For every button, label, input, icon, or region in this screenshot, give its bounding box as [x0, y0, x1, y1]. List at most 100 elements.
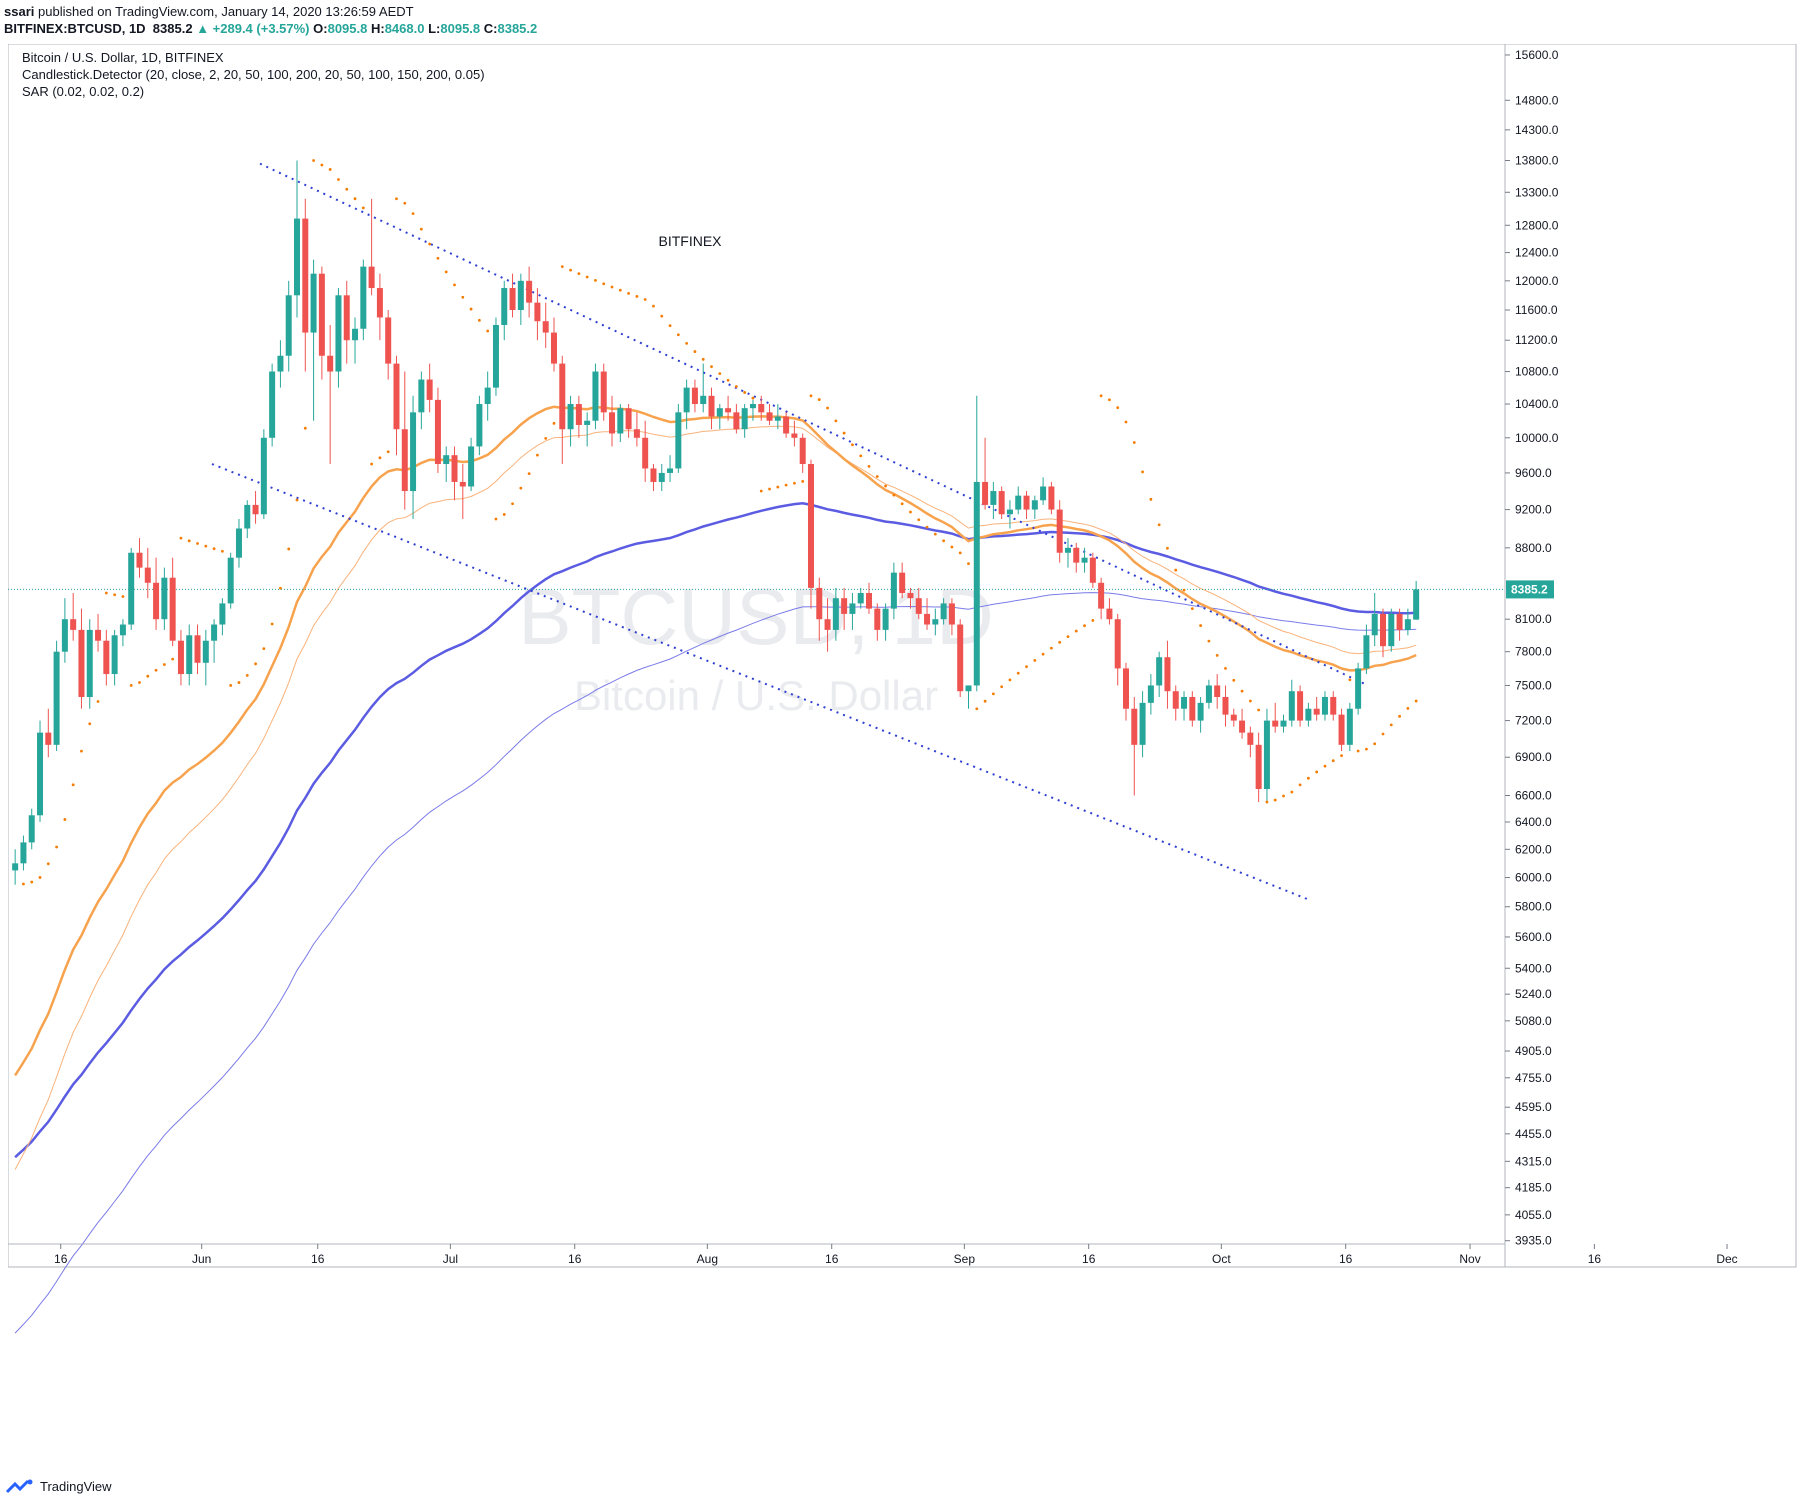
- candle-body: [451, 455, 458, 482]
- sar-dot: [967, 562, 970, 566]
- x-tick-label: 16: [825, 1252, 839, 1266]
- candle-body: [1346, 708, 1353, 745]
- candle-body: [509, 288, 516, 311]
- candle-body: [1073, 547, 1080, 563]
- sar-dot: [793, 481, 796, 485]
- candle-body: [285, 295, 292, 356]
- sar-dot: [784, 483, 788, 487]
- sar-dot: [229, 684, 233, 687]
- y-tick-label: 15600.0: [1515, 48, 1559, 62]
- x-tick-label: Aug: [697, 1252, 718, 1266]
- candle-body: [791, 433, 798, 438]
- sar-dot: [1074, 629, 1078, 633]
- sar-dot: [1265, 800, 1269, 804]
- high-value: 8468.0: [384, 21, 425, 36]
- candle-body: [1181, 697, 1188, 709]
- x-tick-label: Dec: [1716, 1252, 1737, 1266]
- sar-dot: [196, 542, 199, 545]
- x-tick-label: Jul: [443, 1252, 458, 1266]
- candle-body: [982, 481, 989, 505]
- y-tick-label: 4595.0: [1515, 1100, 1552, 1114]
- candle-body: [1147, 685, 1154, 703]
- candle-body: [675, 412, 682, 469]
- candle-body: [559, 363, 566, 430]
- candle-body: [443, 455, 450, 465]
- sar-dot: [1389, 723, 1393, 727]
- candle-body: [824, 619, 831, 630]
- sar-dot: [486, 329, 490, 333]
- candle-body: [890, 572, 897, 609]
- sar-dot: [1282, 794, 1285, 798]
- sar-dot: [96, 700, 100, 703]
- sar-dot: [701, 357, 705, 361]
- sar-dot: [851, 443, 854, 447]
- y-tick-label: 4315.0: [1515, 1154, 1552, 1168]
- candle-body: [86, 629, 93, 698]
- sar-dot: [88, 722, 92, 726]
- y-tick-label: 14300.0: [1515, 123, 1559, 137]
- candle-body: [899, 572, 906, 594]
- sar-dot: [436, 256, 440, 260]
- price-chart[interactable]: BTCUSD, 1D Bitcoin / U.S. Dollar 15600.0 14…: [8, 44, 1797, 1468]
- candle-body: [973, 481, 980, 686]
- candle-body: [575, 404, 582, 425]
- candle-body: [1355, 668, 1362, 709]
- candle-body: [410, 412, 417, 492]
- sar-dot: [1091, 619, 1095, 622]
- sar-dot: [1215, 653, 1219, 657]
- candle-body: [1081, 557, 1088, 563]
- sar-dot: [361, 206, 365, 210]
- sar-dot: [569, 268, 572, 272]
- sar-dot: [627, 291, 631, 295]
- y-tick-label: 4455.0: [1515, 1127, 1552, 1141]
- candle-body: [907, 593, 914, 599]
- sar-dot: [917, 518, 921, 522]
- candle-body: [733, 412, 740, 430]
- sar-dot: [461, 295, 465, 299]
- x-tick-label: 16: [1082, 1252, 1096, 1266]
- sar-dot: [1207, 639, 1211, 643]
- high-label: H:: [370, 21, 385, 36]
- candle-body: [327, 355, 334, 372]
- sar-dot: [1257, 708, 1261, 712]
- candle-body: [1255, 744, 1262, 790]
- candle-body: [965, 685, 972, 692]
- candle-body: [1297, 691, 1304, 721]
- sar-dot: [1008, 678, 1012, 682]
- candle-body: [526, 280, 533, 303]
- sar-dot: [370, 462, 374, 466]
- candle-body: [1222, 697, 1229, 715]
- candle-body: [1172, 691, 1179, 709]
- candle-body: [1413, 589, 1420, 620]
- sar-dot: [22, 882, 25, 886]
- sar-dot: [345, 187, 349, 191]
- candle-body: [235, 528, 242, 558]
- sar-dot: [220, 549, 224, 553]
- y-tick-label: 11200.0: [1515, 333, 1558, 347]
- candle-body: [1031, 500, 1038, 510]
- sar-dot: [958, 551, 962, 555]
- candle-body: [310, 273, 317, 333]
- sar-dot: [279, 586, 282, 590]
- candle-body: [1330, 697, 1337, 715]
- last-price-label: 8385.2: [1511, 582, 1548, 596]
- sar-dot: [842, 431, 846, 435]
- candle-body: [592, 371, 599, 421]
- chart-area[interactable]: BTCUSD, 1D Bitcoin / U.S. Dollar 15600.0 14…: [8, 44, 1797, 1468]
- candle-body: [119, 624, 126, 636]
- candle-body: [1197, 702, 1204, 721]
- ema-200-line: [14, 592, 1417, 1334]
- candle-body: [1123, 668, 1130, 709]
- sar-dot: [1174, 568, 1178, 572]
- y-tick-label: 4905.0: [1515, 1044, 1552, 1058]
- candle-body: [1048, 486, 1055, 510]
- candle-body: [368, 266, 375, 289]
- candle-body: [260, 437, 267, 515]
- tradingview-logo-icon: [6, 1479, 33, 1494]
- y-tick-label: 8100.0: [1515, 612, 1552, 626]
- sar-dot: [743, 391, 747, 394]
- sar-dot: [1331, 759, 1335, 763]
- sar-dot: [1141, 470, 1144, 474]
- candle-body: [774, 416, 781, 421]
- candle-body: [1371, 613, 1378, 636]
